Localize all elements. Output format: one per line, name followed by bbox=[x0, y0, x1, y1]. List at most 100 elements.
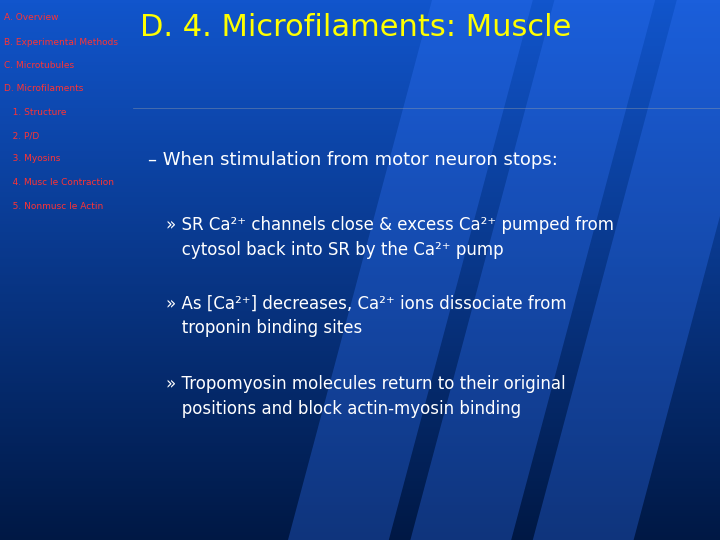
Bar bbox=[0, 313, 720, 316]
Bar bbox=[0, 521, 720, 524]
Polygon shape bbox=[533, 0, 720, 540]
Text: » Tropomyosin molecules return to their original
   positions and block actin-my: » Tropomyosin molecules return to their … bbox=[166, 375, 565, 418]
Bar bbox=[0, 340, 720, 343]
Bar bbox=[0, 378, 720, 381]
Bar bbox=[0, 238, 720, 240]
Bar bbox=[0, 437, 720, 440]
Bar bbox=[0, 472, 720, 475]
Bar bbox=[0, 324, 720, 327]
Bar bbox=[0, 154, 720, 157]
Bar bbox=[0, 73, 720, 76]
Text: 3. Myosins: 3. Myosins bbox=[4, 154, 60, 164]
Bar bbox=[0, 213, 720, 216]
Bar bbox=[0, 413, 720, 416]
Polygon shape bbox=[288, 0, 533, 540]
Bar bbox=[0, 494, 720, 497]
Bar bbox=[0, 146, 720, 148]
Bar bbox=[0, 224, 720, 227]
Bar bbox=[0, 235, 720, 238]
Bar bbox=[0, 143, 720, 146]
Bar bbox=[0, 418, 720, 421]
Bar bbox=[0, 65, 720, 68]
Bar bbox=[0, 81, 720, 84]
Bar bbox=[0, 489, 720, 491]
Bar bbox=[0, 286, 720, 289]
Bar bbox=[0, 251, 720, 254]
Bar bbox=[0, 402, 720, 405]
Bar bbox=[0, 278, 720, 281]
Bar bbox=[0, 348, 720, 351]
Bar bbox=[0, 132, 720, 135]
Bar bbox=[0, 186, 720, 189]
Text: B. Experimental Methods: B. Experimental Methods bbox=[4, 38, 117, 47]
Bar bbox=[0, 184, 720, 186]
Bar bbox=[0, 462, 720, 464]
Bar bbox=[0, 332, 720, 335]
Bar bbox=[0, 248, 720, 251]
Bar bbox=[0, 481, 720, 483]
Bar bbox=[0, 138, 720, 140]
Bar bbox=[0, 97, 720, 100]
Bar bbox=[0, 364, 720, 367]
Bar bbox=[0, 370, 720, 373]
Bar bbox=[0, 310, 720, 313]
Bar bbox=[0, 267, 720, 270]
Text: D. Microfilaments: D. Microfilaments bbox=[4, 84, 83, 93]
Bar bbox=[0, 240, 720, 243]
Bar bbox=[0, 516, 720, 518]
Bar bbox=[0, 62, 720, 65]
Bar bbox=[0, 500, 720, 502]
Bar bbox=[0, 375, 720, 378]
Bar bbox=[0, 16, 720, 19]
Bar bbox=[0, 356, 720, 359]
Bar bbox=[0, 491, 720, 494]
Bar bbox=[0, 459, 720, 462]
Bar bbox=[0, 518, 720, 521]
Bar bbox=[0, 443, 720, 445]
Bar bbox=[0, 19, 720, 22]
Bar bbox=[0, 86, 720, 89]
Bar bbox=[0, 529, 720, 532]
Bar bbox=[0, 319, 720, 321]
Bar bbox=[0, 270, 720, 273]
Bar bbox=[0, 410, 720, 413]
Bar bbox=[0, 130, 720, 132]
Bar bbox=[0, 92, 720, 94]
Bar bbox=[0, 94, 720, 97]
Bar bbox=[0, 392, 720, 394]
Bar bbox=[0, 532, 720, 535]
Bar bbox=[0, 205, 720, 208]
Bar bbox=[0, 367, 720, 370]
Bar bbox=[0, 135, 720, 138]
Bar bbox=[0, 40, 720, 43]
Bar bbox=[0, 483, 720, 486]
Bar bbox=[0, 416, 720, 418]
Bar bbox=[0, 57, 720, 59]
Bar bbox=[0, 32, 720, 35]
Bar bbox=[0, 478, 720, 481]
Bar bbox=[0, 383, 720, 386]
Bar bbox=[0, 510, 720, 513]
Bar bbox=[0, 386, 720, 389]
Text: C. Microtubules: C. Microtubules bbox=[4, 61, 73, 70]
Text: 2. P/D: 2. P/D bbox=[4, 131, 39, 140]
Bar bbox=[0, 362, 720, 364]
Text: – When stimulation from motor neuron stops:: – When stimulation from motor neuron sto… bbox=[148, 151, 557, 169]
Bar bbox=[0, 262, 720, 265]
Bar bbox=[0, 464, 720, 467]
Polygon shape bbox=[410, 0, 655, 540]
Bar bbox=[0, 70, 720, 73]
Bar bbox=[0, 456, 720, 459]
Bar bbox=[0, 408, 720, 410]
Bar bbox=[0, 11, 720, 14]
Bar bbox=[0, 502, 720, 505]
Bar bbox=[0, 424, 720, 427]
Bar bbox=[0, 316, 720, 319]
Bar bbox=[0, 108, 720, 111]
Bar bbox=[0, 167, 720, 170]
Bar bbox=[0, 284, 720, 286]
Bar bbox=[0, 505, 720, 508]
Bar bbox=[0, 230, 720, 232]
Bar bbox=[0, 289, 720, 292]
Bar bbox=[0, 219, 720, 221]
